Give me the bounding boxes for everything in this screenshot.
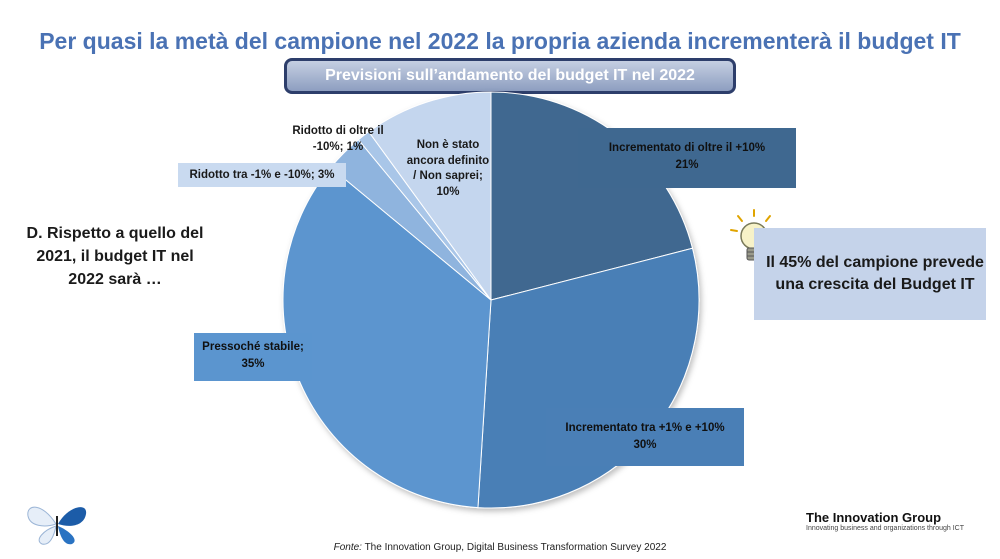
slice-label-incremento-1-10: Incrementato tra +1% e +10% 30%	[546, 408, 744, 466]
callout-text: Il 45% del campione prevede una crescita…	[766, 253, 984, 293]
pie-slice-stabile	[282, 166, 492, 509]
slice-label-text: Pressoché stabile;	[202, 341, 304, 353]
chart-subtitle: Previsioni sull’andamento del budget IT …	[284, 58, 736, 94]
butterfly-logo-icon	[27, 506, 87, 545]
slice-label-text: Ridotto tra -1% e -10%	[189, 169, 311, 181]
slice-label-text: Ridotto di oltre il -10%	[292, 125, 384, 153]
chart-subtitle-text: Previsioni sull’andamento del budget IT …	[325, 67, 695, 84]
slice-label-value: 3%	[317, 169, 335, 181]
brand-tagline: Innovating business and organizations th…	[806, 525, 964, 532]
source-prefix: Fonte:	[333, 542, 362, 553]
slice-label-incremento-oltre-10: Incrementato di oltre il +10% 21%	[578, 128, 796, 188]
slice-label-ridotto-oltre-10: Ridotto di oltre il -10%; 1%	[292, 125, 384, 153]
slice-label-value: 1%	[346, 140, 364, 153]
slice-label-text: Incrementato tra +1% e +10%	[565, 422, 725, 434]
page-title: Per quasi la metà del campione nel 2022 …	[39, 28, 961, 54]
brand-name: The Innovation Group	[806, 510, 942, 525]
source-text: The Innovation Group, Digital Business T…	[364, 542, 667, 553]
slice-label-text: Non è stato ancora definito / Non saprei	[406, 139, 490, 183]
slice-label-value: 35%	[241, 358, 265, 371]
slice-label-value: 21%	[675, 159, 699, 172]
source-note: Fonte: The Innovation Group, Digital Bus…	[0, 542, 1000, 553]
survey-question: D. Rispetto a quello del 2021, il budget…	[26, 225, 204, 289]
slice-label-value: 10%	[436, 185, 460, 198]
slice-label-text: Incrementato di oltre il +10%	[608, 142, 766, 154]
slice-label-non-definito: Non è stato ancora definito / Non saprei…	[406, 139, 490, 198]
callout-box: Il 45% del campione prevede una crescita…	[754, 228, 986, 320]
slice-label-value: 30%	[633, 439, 657, 452]
slice-label-stabile: Pressoché stabile; 35%	[194, 333, 312, 381]
brand-logo: The Innovation Group Innovating business…	[806, 510, 964, 532]
pie-slice-non-definito	[368, 91, 492, 302]
slice-label-ridotto-1-10: Ridotto tra -1% e -10%; 3%	[178, 163, 346, 187]
